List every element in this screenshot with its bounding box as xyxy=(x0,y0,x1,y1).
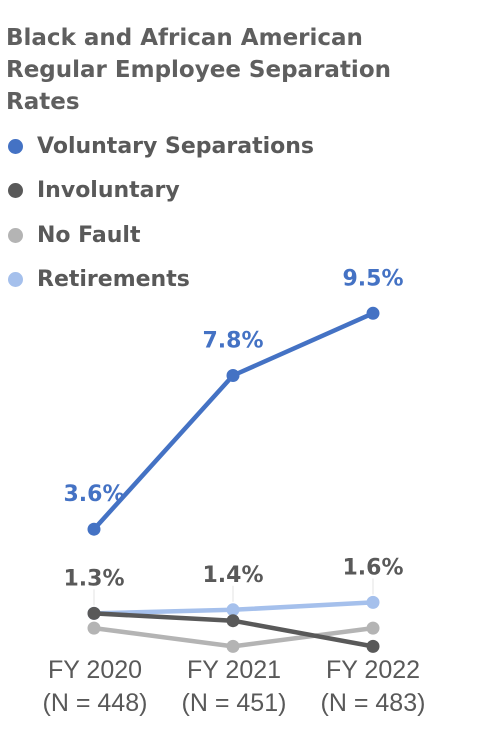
category-label-fy2022: FY 2022 (N = 483) xyxy=(298,654,448,720)
legend-marker-no-fault xyxy=(8,227,23,243)
category-note: (N = 451) xyxy=(181,689,287,717)
data-point-involuntary xyxy=(226,614,240,628)
data-point-retirements xyxy=(366,595,380,609)
legend-item-retirements[interactable]: Retirements xyxy=(4,258,314,303)
data-label-voluntary: 9.5% xyxy=(342,266,403,291)
category-name: FY 2021 xyxy=(186,656,282,684)
legend-item-no-fault[interactable]: No Fault xyxy=(4,213,314,258)
data-label-retirements: 1.3% xyxy=(63,566,124,591)
data-point-no-fault xyxy=(366,621,380,635)
legend-marker-involuntary xyxy=(8,183,23,199)
data-point-no-fault xyxy=(87,621,101,635)
data-point-voluntary xyxy=(87,522,101,536)
data-point-voluntary xyxy=(366,306,380,320)
category-note: (N = 448) xyxy=(42,689,148,717)
legend-item-involuntary[interactable]: Involuntary xyxy=(4,169,314,214)
data-label-retirements: 1.4% xyxy=(202,563,263,588)
category-label-fy2020: FY 2020 (N = 448) xyxy=(20,654,170,720)
data-label-voluntary: 7.8% xyxy=(202,329,263,354)
legend-label-involuntary: Involuntary xyxy=(37,178,180,204)
category-name: FY 2020 xyxy=(47,656,143,684)
legend-label-no-fault: No Fault xyxy=(37,222,141,248)
chart-title: Black and African American Regular Emplo… xyxy=(6,25,391,115)
legend-label-retirements: Retirements xyxy=(37,267,190,293)
category-label-fy2021: FY 2021 (N = 451) xyxy=(159,654,309,720)
data-point-involuntary xyxy=(366,639,380,653)
legend-marker-retirements xyxy=(8,272,23,288)
data-point-no-fault xyxy=(226,639,240,653)
legend-label-voluntary: Voluntary Separations xyxy=(37,133,314,159)
data-label-retirements: 1.6% xyxy=(342,555,403,580)
data-point-retirements xyxy=(226,603,240,617)
data-point-involuntary xyxy=(87,606,101,620)
legend: Voluntary Separations Involuntary No Fau… xyxy=(4,124,314,302)
legend-marker-voluntary xyxy=(8,138,23,154)
data-label-voluntary: 3.6% xyxy=(63,482,124,507)
category-name: FY 2022 xyxy=(325,656,421,684)
data-point-voluntary xyxy=(226,369,240,382)
legend-item-voluntary[interactable]: Voluntary Separations xyxy=(4,124,314,169)
category-note: (N = 483) xyxy=(320,689,426,717)
